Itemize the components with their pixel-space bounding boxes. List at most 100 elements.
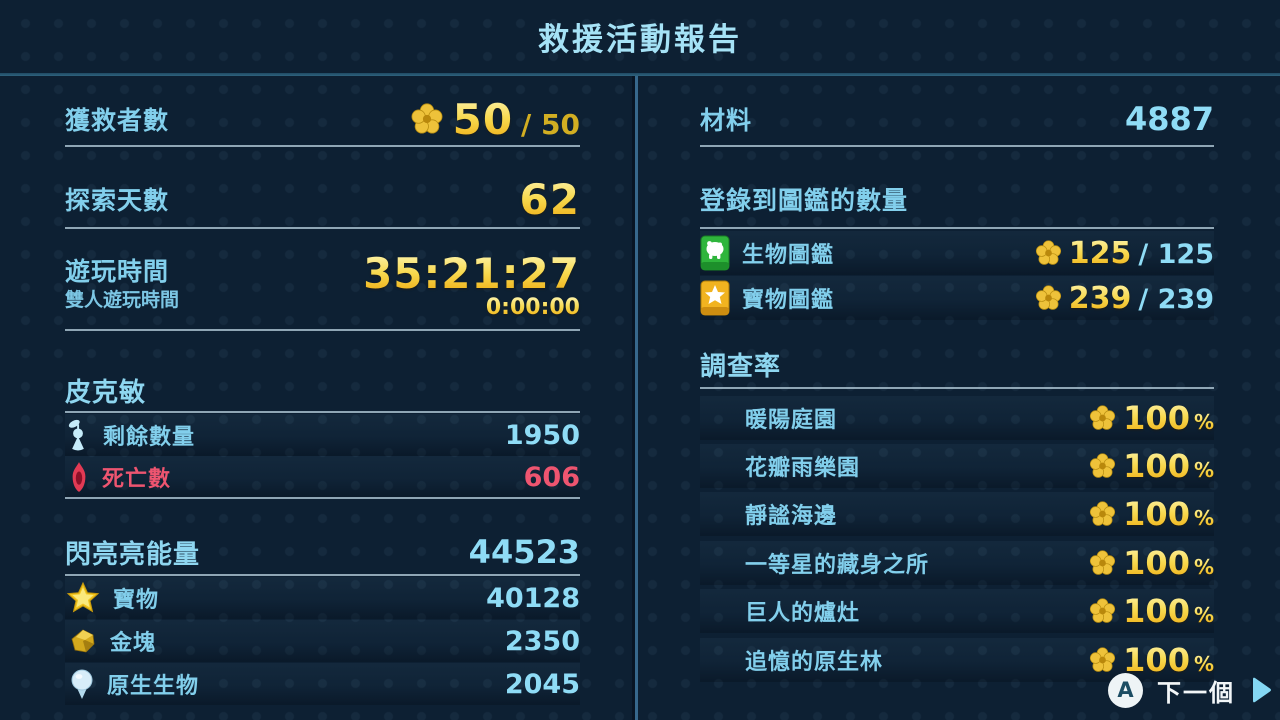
flower-icon [1089,550,1116,576]
flower-icon [1035,240,1062,266]
creature-log-total: / 125 [1138,238,1214,270]
flower-icon [1089,501,1116,527]
divider [700,227,1214,229]
star-icon [65,581,101,615]
survey-rate-value: 100 [1123,544,1190,582]
divider [65,411,580,413]
pikmin-remaining-value: 1950 [504,419,580,451]
survey-area-label: 暖陽庭園 [745,408,838,433]
pikmin-deaths-label: 死亡數 [102,467,172,492]
native-creature-value: 2045 [504,668,580,700]
rescued-label: 獲救者數 [65,106,170,135]
divider [700,145,1214,147]
next-arrow-icon[interactable] [1249,675,1273,705]
flower-icon [1035,285,1062,311]
encyclopedia-header-label: 登錄到圖鑑的數量 [700,186,909,215]
survey-area-label: 巨人的爐灶 [745,601,861,626]
survey-rate-value: 100 [1123,399,1190,437]
creature-log-row: 生物圖鑑 125 / 125 [700,231,1214,275]
gold-nugget-icon [65,626,98,656]
sparklium-header-row: 閃亮亮能量 44523 [65,530,580,574]
days-label: 探索天數 [65,186,170,215]
survey-rate-unit: % [1193,506,1214,530]
survey-area-label: 靜謐海邊 [745,504,838,529]
treasure-row: 寶物 40128 [65,577,580,619]
survey-header-row: 調查率 [700,344,1214,384]
playtime-value: 35:21:27 [363,249,580,298]
creature-log-value: 125 [1068,235,1132,271]
creature-orb-icon [65,668,95,700]
title-divider [0,73,1280,76]
pikmin-deaths-value: 606 [523,461,580,493]
treasure-label: 寶物 [113,588,160,613]
divider [65,329,580,331]
survey-area-label: 追憶的原生林 [745,650,884,675]
nugget-value: 2350 [504,625,580,657]
materials-row: 材料 4887 [700,94,1214,144]
treasure-value: 40128 [486,582,580,614]
treasure-log-icon [700,280,730,316]
playtime-row: 遊玩時間 雙人遊玩時間 35:21:27 0:00:00 [65,249,580,324]
flower-icon [1089,405,1116,431]
survey-rate-value: 100 [1123,495,1190,533]
divider [700,387,1214,389]
next-label[interactable]: 下一個 [1157,678,1235,707]
pikmin-section-header: 皮克敏 [65,370,580,410]
flower-icon [1089,598,1116,624]
survey-rate-unit: % [1193,652,1214,676]
survey-row: 一等星的藏身之所 100 % [700,541,1214,585]
days-row: 探索天數 62 [65,174,580,224]
survey-area-label: 一等星的藏身之所 [745,553,930,578]
rescued-total: / 50 [521,107,580,141]
survey-row: 暖陽庭園 100 % [700,396,1214,440]
survey-rate-unit: % [1193,603,1214,627]
materials-label: 材料 [700,106,753,135]
flower-icon [410,103,444,135]
column-divider [632,76,638,720]
survey-rate-unit: % [1193,410,1214,434]
survey-rate-value: 100 [1123,641,1190,679]
survey-area-label: 花瓣雨樂園 [745,456,861,481]
flower-icon [1089,453,1116,479]
survey-header-label: 調查率 [700,351,782,382]
pikmin-sprout-icon [65,419,91,451]
sparklium-header-label: 閃亮亮能量 [65,539,201,570]
playtime-label: 遊玩時間 [65,257,170,286]
creature-log-icon [700,235,730,271]
pikmin-remaining-row: 剩餘數量 1950 [65,414,580,456]
encyclopedia-header-row: 登錄到圖鑑的數量 [700,174,1214,224]
nugget-row: 金塊 2350 [65,620,580,662]
pikmin-header-label: 皮克敏 [65,377,147,408]
survey-rate-unit: % [1193,555,1214,579]
materials-value: 4887 [1124,100,1214,138]
pikmin-remaining-label: 剩餘數量 [103,425,196,450]
treasure-log-label: 寶物圖鑑 [742,288,835,313]
creature-log-label: 生物圖鑑 [742,243,835,268]
survey-row: 巨人的爐灶 100 % [700,589,1214,633]
treasure-log-row: 寶物圖鑑 239 / 239 [700,276,1214,320]
survey-rate-value: 100 [1123,592,1190,630]
survey-rate-unit: % [1193,458,1214,482]
native-creature-label: 原生生物 [107,674,200,699]
divider [65,145,580,147]
pikmin-ghost-icon [65,461,90,493]
coop-playtime-value: 0:00:00 [363,296,580,319]
treasure-log-value: 239 [1068,280,1132,316]
treasure-log-total: / 239 [1138,283,1214,315]
native-creature-row: 原生生物 2045 [65,663,580,705]
survey-row: 花瓣雨樂園 100 % [700,444,1214,488]
coop-playtime-label: 雙人遊玩時間 [65,288,180,311]
page-title: 救援活動報告 [538,22,742,58]
rescued-row: 獲救者數 50 / 50 [65,94,580,144]
next-prompt[interactable]: A 下一個 [1108,670,1274,710]
sparklium-total-value: 44523 [468,533,580,571]
divider [65,574,580,576]
flower-icon [1089,647,1116,673]
a-button-icon[interactable]: A [1108,672,1143,708]
rescued-value: 50 [452,94,514,144]
survey-row: 靜謐海邊 100 % [700,492,1214,536]
survey-rate-value: 100 [1123,447,1190,485]
days-value: 62 [519,174,580,224]
divider [65,227,580,229]
pikmin-deaths-row: 死亡數 606 [65,456,580,498]
